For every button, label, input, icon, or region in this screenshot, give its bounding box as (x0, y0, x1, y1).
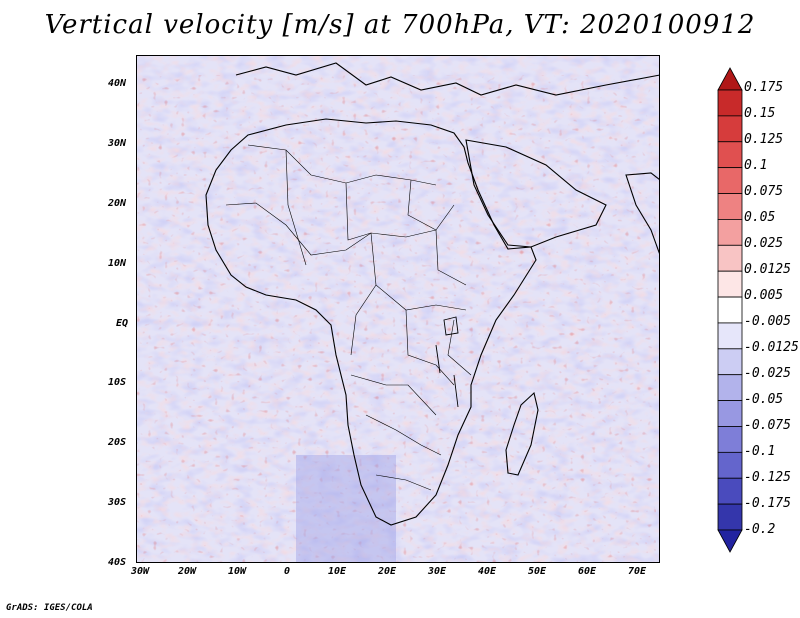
map-title: Vertical velocity [m/s] at 700hPa, VT: 2… (44, 10, 756, 40)
y-tick-30n: 30N (108, 138, 127, 149)
colorbar-label-4: 0.075 (744, 184, 784, 199)
colorbar-segment-5 (717, 193, 743, 220)
colorbar-label-8: 0.005 (744, 288, 784, 303)
colorbar-label-15: -0.125 (744, 470, 791, 485)
colorbar-segment-1 (717, 89, 743, 117)
lake-malawi (453, 374, 459, 408)
colorbar (717, 67, 743, 553)
india-coastline (625, 172, 660, 256)
x-tick-10w: 10W (227, 566, 247, 577)
field-strong-ascent (136, 75, 656, 563)
colorbar-label-5: 0.05 (744, 210, 776, 225)
colorbar-segment-3 (717, 141, 743, 169)
colorbar-segment-11 (717, 348, 743, 376)
y-tick-40s: 40S (108, 557, 127, 568)
colorbar-label-14: -0.1 (744, 444, 776, 459)
colorbar-label-11: -0.025 (744, 366, 791, 381)
colorbar-label-7: 0.0125 (744, 262, 791, 277)
colorbar-label-2: 0.125 (744, 132, 784, 147)
y-tick-eq: EQ (116, 318, 129, 329)
x-tick-30e: 30E (427, 566, 447, 577)
colorbar-label-17: -0.2 (744, 522, 776, 537)
lakes (435, 316, 459, 408)
grads-credit: GrADS: IGES/COLA (6, 603, 93, 613)
y-tick-10n: 10N (108, 258, 127, 269)
x-tick-20w: 20W (177, 566, 197, 577)
y-tick-40n: 40N (108, 78, 127, 89)
colorbar-segment-4 (717, 167, 743, 194)
colorbar-segment-7 (717, 244, 743, 272)
colorbar-segment-8 (717, 270, 743, 298)
colorbar-label-13: -0.075 (744, 418, 791, 433)
colorbar-segment-15 (717, 451, 743, 479)
x-tick-60e: 60E (577, 566, 597, 577)
x-tick-10e: 10E (327, 566, 347, 577)
colorbar-segment-12 (717, 374, 743, 401)
colorbar-label-10: -0.0125 (744, 340, 799, 355)
africa-coastline (205, 118, 537, 526)
colorbar-label-0: 0.175 (744, 80, 784, 95)
map-frame (136, 55, 660, 563)
colorbar-segment-17 (717, 503, 743, 531)
colorbar-label-16: -0.175 (744, 496, 791, 511)
y-tick-30s: 30S (108, 497, 127, 508)
colorbar-segment-0 (717, 67, 743, 91)
colorbar-label-1: 0.15 (744, 106, 776, 121)
colorbar-segment-16 (717, 477, 743, 505)
madagascar-coastline (505, 391, 539, 476)
europe-coastline (235, 62, 660, 96)
country-borders (225, 144, 472, 491)
arabia-coastline (465, 139, 607, 248)
x-tick-20e: 20E (377, 566, 397, 577)
y-tick-20n: 20N (108, 198, 127, 209)
x-tick-40e: 40E (477, 566, 497, 577)
x-tick-70e: 70E (627, 566, 647, 577)
colorbar-segment-13 (717, 400, 743, 427)
y-tick-10s: 10S (108, 377, 127, 388)
x-tick-0: 0 (283, 566, 291, 577)
x-tick-50e: 50E (527, 566, 547, 577)
y-tick-20s: 20S (108, 437, 127, 448)
x-tick-30w: 30W (130, 566, 150, 577)
colorbar-segment-6 (717, 219, 743, 246)
colorbar-segment-18 (717, 529, 743, 553)
colorbar-segment-9 (717, 296, 743, 324)
colorbar-label-3: 0.1 (744, 158, 768, 173)
map-panel (136, 55, 660, 563)
colorbar-label-12: -0.05 (744, 392, 784, 407)
lake-tanganyika (435, 344, 441, 374)
colorbar-segment-10 (717, 322, 743, 350)
lake-victoria (443, 316, 459, 336)
colorbar-label-6: 0.025 (744, 236, 784, 251)
field-southern-ocean-descent (296, 455, 396, 563)
colorbar-segment-2 (717, 115, 743, 143)
colorbar-label-9: -0.005 (744, 314, 791, 329)
colorbar-segment-14 (717, 426, 743, 453)
coastlines (205, 62, 660, 526)
